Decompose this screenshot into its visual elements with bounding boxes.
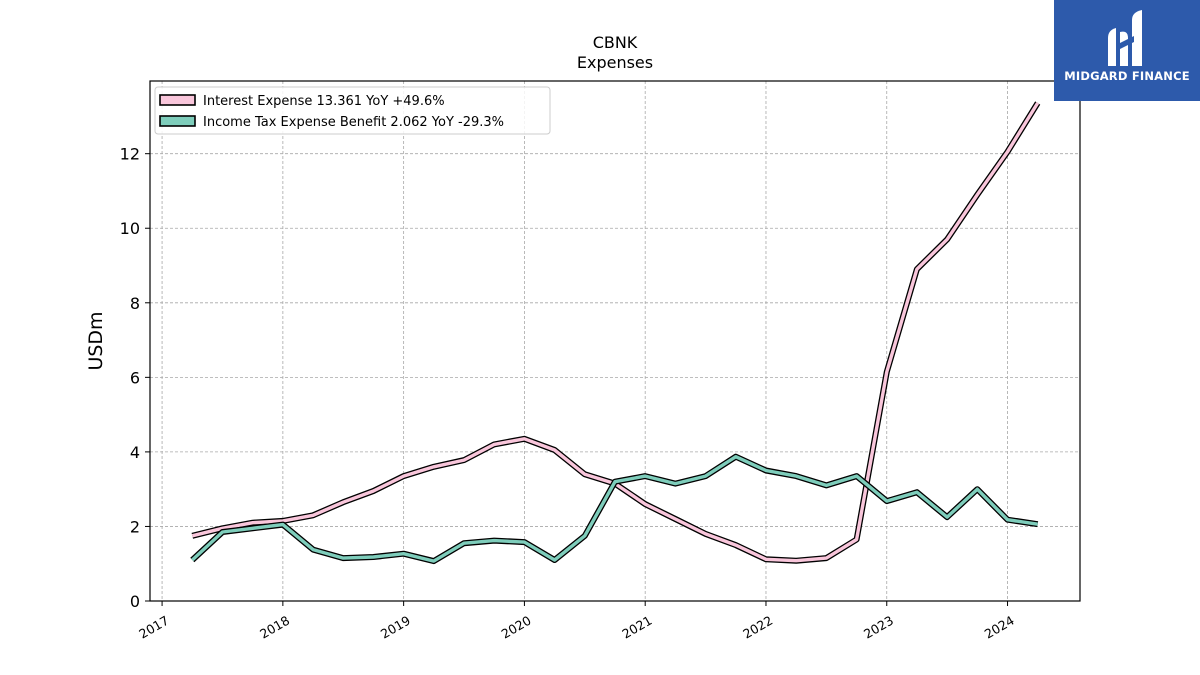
legend-swatch-1 (159, 94, 196, 106)
series-layer (190, 101, 1041, 565)
y-tick-label: 6 (130, 368, 140, 387)
brand-name: MIDGARD FINANCE (1064, 69, 1190, 83)
plot-frame (149, 80, 1081, 602)
brand-logo: MIDGARD FINANCE (1054, 0, 1200, 101)
legend-label-2: Income Tax Expense Benefit 2.062 YoY -29… (203, 115, 504, 130)
y-tick-label: 0 (130, 592, 140, 611)
grid (150, 81, 1080, 602)
chart-subtitle: Expenses (577, 53, 653, 72)
y-axis-label: USDm (85, 311, 107, 370)
y-tick-label: 2 (130, 517, 140, 536)
x-tick-label: 2024 (982, 613, 1017, 642)
x-tick-label: 2019 (378, 613, 413, 642)
series-outline-2 (190, 453, 1039, 565)
legend-label-1: Interest Expense 13.361 YoY +49.6% (203, 94, 445, 109)
midgard-logo-icon (1108, 10, 1142, 67)
legend-swatch-2 (159, 115, 196, 127)
x-tick-label: 2022 (740, 613, 775, 642)
chart-title: CBNK (593, 33, 638, 52)
legend-box (154, 86, 551, 135)
y-tick-label: 4 (130, 443, 140, 462)
y-tick-label: 8 (130, 294, 140, 313)
x-tick-label: 2020 (499, 613, 534, 642)
legend: Interest Expense 13.361 YoY +49.6% Income… (154, 86, 551, 135)
x-tick-label: 2018 (257, 613, 292, 642)
x-tick-label: 2017 (136, 613, 171, 642)
y-tick-label: 12 (120, 145, 140, 164)
y-tick-label: 10 (120, 219, 140, 238)
series-line-2 (191, 455, 1038, 563)
x-tick-label: 2023 (861, 613, 896, 642)
x-tick-label: 2021 (619, 613, 654, 642)
